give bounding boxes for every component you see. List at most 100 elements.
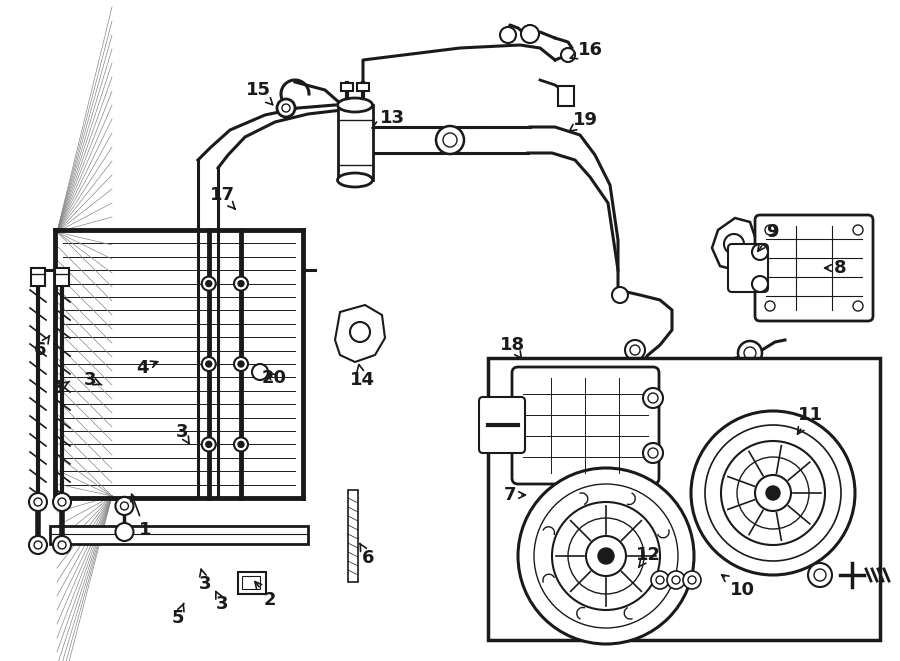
- Text: 3: 3: [176, 423, 189, 444]
- Text: 7: 7: [504, 486, 526, 504]
- Bar: [50, 526, 308, 544]
- Circle shape: [752, 244, 768, 260]
- Text: 3: 3: [216, 592, 229, 613]
- Text: 6: 6: [34, 336, 50, 359]
- Bar: [338, 105, 373, 180]
- Polygon shape: [335, 305, 385, 362]
- Circle shape: [29, 536, 47, 554]
- Circle shape: [765, 301, 775, 311]
- Circle shape: [766, 486, 780, 500]
- Circle shape: [568, 518, 644, 594]
- Circle shape: [202, 438, 216, 451]
- Text: 4: 4: [136, 359, 158, 377]
- Bar: [242, 576, 260, 589]
- Circle shape: [853, 301, 863, 311]
- Text: 2: 2: [255, 582, 276, 609]
- Bar: [55, 230, 303, 498]
- Circle shape: [752, 276, 768, 292]
- Circle shape: [721, 441, 825, 545]
- Circle shape: [521, 25, 539, 43]
- Circle shape: [656, 576, 664, 584]
- Circle shape: [667, 571, 685, 589]
- Circle shape: [29, 493, 47, 511]
- Text: 6: 6: [360, 543, 374, 567]
- Circle shape: [853, 225, 863, 235]
- Circle shape: [115, 523, 133, 541]
- Text: 18: 18: [500, 336, 525, 359]
- Circle shape: [534, 484, 678, 628]
- Circle shape: [683, 571, 701, 589]
- Text: 3: 3: [84, 371, 102, 389]
- Circle shape: [625, 340, 645, 360]
- Bar: [238, 572, 266, 594]
- Circle shape: [58, 541, 66, 549]
- Circle shape: [744, 347, 756, 359]
- Circle shape: [58, 498, 66, 506]
- Circle shape: [53, 536, 71, 554]
- Circle shape: [705, 425, 841, 561]
- Circle shape: [443, 133, 457, 147]
- Circle shape: [518, 468, 694, 644]
- Bar: [31, 268, 45, 286]
- Text: 17: 17: [210, 186, 235, 209]
- Circle shape: [252, 364, 268, 380]
- Circle shape: [206, 281, 211, 287]
- Circle shape: [206, 442, 211, 447]
- Circle shape: [724, 234, 744, 254]
- Text: 16: 16: [571, 41, 602, 59]
- Text: 3: 3: [52, 379, 69, 397]
- Circle shape: [277, 99, 295, 117]
- Circle shape: [648, 393, 658, 403]
- Circle shape: [500, 27, 516, 43]
- Circle shape: [282, 104, 290, 112]
- Text: 19: 19: [569, 111, 598, 131]
- Text: 10: 10: [722, 575, 754, 599]
- FancyBboxPatch shape: [479, 397, 525, 453]
- Circle shape: [234, 438, 248, 451]
- Circle shape: [238, 281, 244, 287]
- FancyBboxPatch shape: [755, 215, 873, 321]
- Circle shape: [561, 48, 575, 62]
- Bar: [341, 83, 353, 91]
- Circle shape: [808, 563, 832, 587]
- Text: 8: 8: [824, 259, 846, 277]
- Bar: [357, 83, 369, 91]
- Circle shape: [34, 498, 42, 506]
- Circle shape: [765, 225, 775, 235]
- Text: 12: 12: [635, 546, 661, 567]
- Circle shape: [202, 357, 216, 371]
- Circle shape: [651, 571, 669, 589]
- Circle shape: [350, 322, 370, 342]
- Circle shape: [643, 443, 663, 463]
- Circle shape: [688, 576, 696, 584]
- Circle shape: [53, 493, 71, 511]
- Text: 9: 9: [758, 223, 778, 251]
- Polygon shape: [712, 218, 756, 270]
- Bar: [55, 268, 69, 286]
- Circle shape: [755, 475, 791, 511]
- Text: 11: 11: [797, 406, 823, 434]
- Text: 15: 15: [246, 81, 273, 104]
- Circle shape: [691, 411, 855, 575]
- Circle shape: [238, 361, 244, 367]
- Text: 14: 14: [349, 364, 374, 389]
- Text: 3: 3: [199, 569, 212, 593]
- Bar: [348, 490, 358, 582]
- Circle shape: [206, 361, 211, 367]
- Ellipse shape: [338, 173, 373, 187]
- Circle shape: [234, 276, 248, 291]
- Text: 1: 1: [130, 494, 151, 539]
- Bar: [488, 358, 880, 640]
- Circle shape: [648, 448, 658, 458]
- Bar: [558, 86, 574, 106]
- Ellipse shape: [338, 98, 373, 112]
- Circle shape: [552, 502, 660, 610]
- Circle shape: [598, 548, 614, 564]
- Circle shape: [234, 357, 248, 371]
- FancyBboxPatch shape: [728, 244, 768, 292]
- Text: 20: 20: [262, 369, 286, 387]
- Text: 5: 5: [172, 603, 184, 627]
- Circle shape: [238, 442, 244, 447]
- Circle shape: [630, 345, 640, 355]
- Circle shape: [643, 388, 663, 408]
